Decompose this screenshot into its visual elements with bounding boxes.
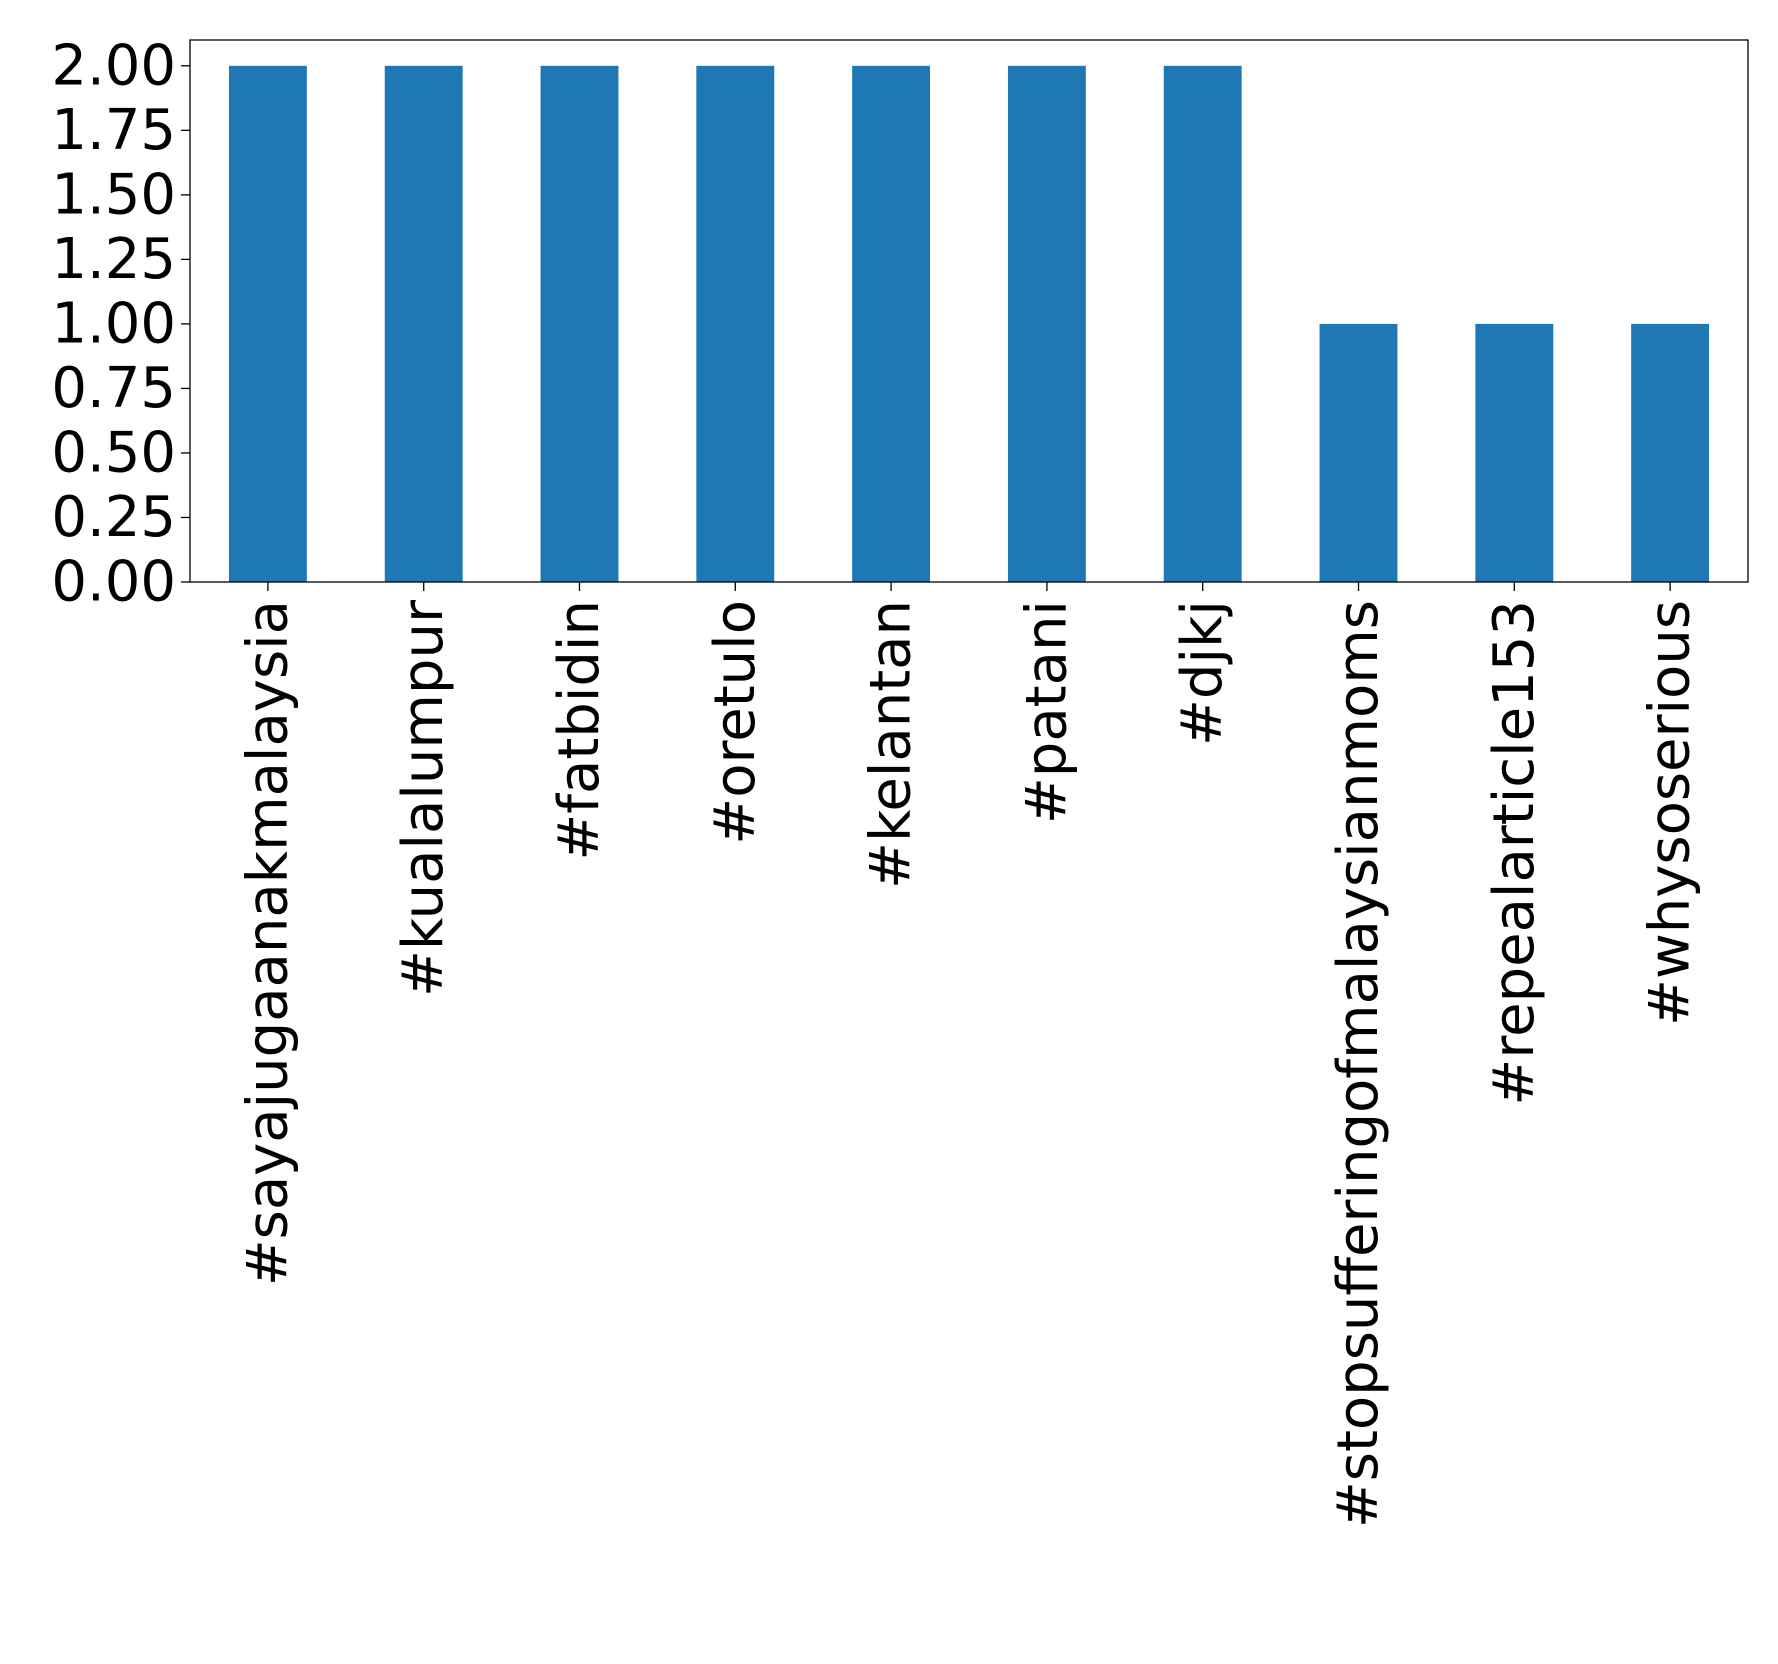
y-tick-label: 2.00	[51, 33, 176, 98]
x-tick-label: #whysoserious	[1638, 600, 1703, 1026]
x-tick-label: #stopsufferingofmalaysianmoms	[1326, 600, 1391, 1528]
x-tick-label: #fatbidin	[547, 600, 612, 861]
x-tick-label: #kelantan	[859, 600, 924, 889]
y-tick-label: 1.25	[51, 227, 176, 292]
y-tick-label: 0.25	[51, 485, 176, 550]
axes-layer	[189, 39, 1749, 583]
y-tick-label: 1.75	[51, 98, 176, 163]
x-tick-label: #patani	[1014, 600, 1079, 824]
x-tick-label: #djkj	[1170, 600, 1235, 746]
bar-sayajugaanakmalaysia	[228, 65, 307, 582]
bar-oretulo	[696, 65, 775, 582]
bar-stopsufferingofmalaysianmoms	[1319, 323, 1398, 582]
bars-layer	[228, 65, 1710, 582]
y-tick-label: 0.75	[51, 356, 176, 421]
bar-patani	[1007, 65, 1086, 582]
bar-whysoserious	[1631, 323, 1710, 582]
x-tick-label: #oretulo	[703, 600, 768, 845]
y-tick-label: 0.50	[51, 420, 176, 485]
y-axis-ticks: 0.000.250.500.751.001.251.501.752.00	[51, 33, 190, 615]
x-tick-label: #kualalumpur	[391, 599, 456, 997]
y-tick-label: 1.00	[51, 291, 176, 356]
x-axis-ticks: #sayajugaanakmalaysia #kualalumpur #fatbid…	[235, 582, 1703, 1528]
bar-djkj	[1163, 65, 1242, 582]
bar-repealarticle153	[1475, 323, 1554, 582]
bar-kelantan	[852, 65, 931, 582]
bar-fatbidin	[540, 65, 619, 582]
y-tick-label: 1.50	[51, 162, 176, 227]
x-tick-label: #repealarticle153	[1482, 600, 1547, 1106]
y-tick-label: 0.00	[51, 550, 176, 615]
plot-frame	[189, 39, 1749, 583]
bar-kualalumpur	[384, 65, 463, 582]
x-tick-label: #sayajugaanakmalaysia	[235, 600, 300, 1286]
